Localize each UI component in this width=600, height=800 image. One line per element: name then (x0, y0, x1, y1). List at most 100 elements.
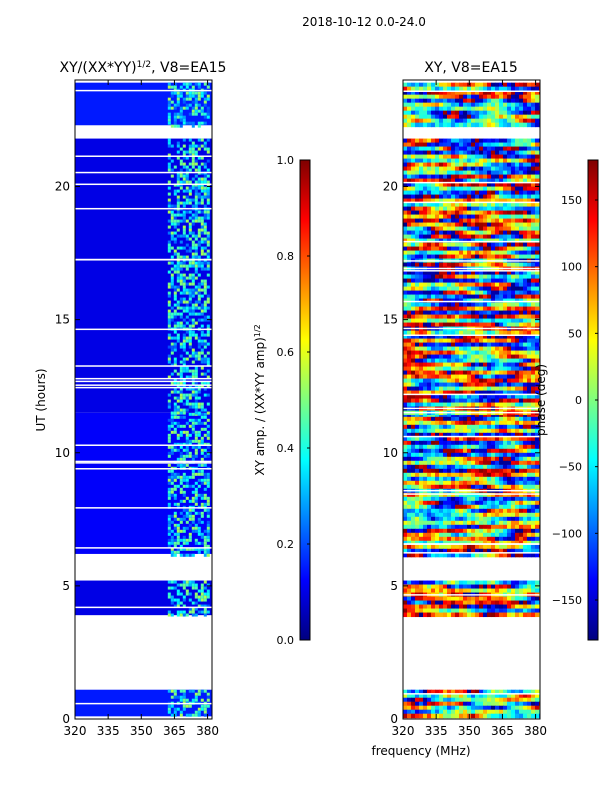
heatmap-cell (188, 222, 192, 226)
heatmap-cell (475, 588, 480, 594)
heatmap-cell (439, 198, 444, 204)
heatmap-cell (531, 596, 536, 602)
heatmap-cell (535, 701, 540, 707)
heatmap-cell (407, 178, 412, 184)
heatmap-cell (191, 457, 195, 461)
heatmap-cell (167, 97, 171, 101)
heatmap-cell (535, 492, 540, 498)
heatmap-cell (523, 500, 528, 506)
heatmap-cell (182, 97, 186, 101)
heatmap-cell (467, 536, 472, 542)
heatmap-cell (451, 150, 456, 156)
heatmap-cell (191, 469, 195, 473)
heatmap-cell (167, 523, 171, 527)
heatmap-cell (407, 186, 412, 192)
heatmap-cell (507, 302, 512, 308)
heatmap-cell (431, 689, 436, 695)
heatmap-cell (467, 150, 472, 156)
heatmap-cell (479, 588, 484, 594)
heatmap-cell (467, 588, 472, 594)
heatmap-cell (439, 580, 444, 586)
heatmap-cell (463, 480, 468, 486)
heatmap-cell (459, 532, 464, 538)
heatmap-cell (507, 588, 512, 594)
heatmap-cell (487, 170, 492, 176)
heatmap-cell (475, 448, 480, 454)
heatmap-cell (507, 580, 512, 586)
heatmap-cell (503, 310, 508, 316)
heatmap-cell (403, 420, 408, 426)
heatmap-cell (511, 512, 516, 518)
heatmap-cell (455, 456, 460, 462)
heatmap-cell (167, 121, 171, 125)
heatmap-cell (515, 516, 520, 522)
heatmap-cell (170, 713, 174, 717)
heatmap-cell (435, 318, 440, 324)
heatmap-cell (206, 333, 210, 337)
heatmap-cell (435, 540, 440, 546)
heatmap-cell (495, 496, 500, 502)
heatmap-cell (475, 234, 480, 240)
heatmap-cell (495, 274, 500, 280)
heatmap-cell (188, 535, 192, 539)
heatmap-cell (419, 282, 424, 288)
heatmap-cell (194, 357, 198, 361)
heatmap-cell (439, 270, 444, 276)
heatmap-cell (197, 85, 201, 89)
heatmap-cell (435, 508, 440, 514)
heatmap-cell (188, 138, 192, 142)
heatmap-cell (176, 424, 180, 428)
heatmap-cell (467, 174, 472, 180)
heatmap-cell (511, 440, 516, 446)
heatmap-cell (435, 314, 440, 320)
heatmap-cell (194, 396, 198, 400)
heatmap-cell (194, 159, 198, 163)
heatmap-cell (191, 109, 195, 113)
heatmap-cell (167, 243, 171, 247)
heatmap-cell (427, 496, 432, 502)
heatmap-cell (459, 456, 464, 462)
heatmap-cell (182, 508, 186, 512)
heatmap-cell (197, 282, 201, 286)
heatmap-cell (170, 237, 174, 241)
heatmap-cell (176, 100, 180, 104)
heatmap-cell (475, 166, 480, 172)
heatmap-cell (535, 154, 540, 160)
heatmap-cell (491, 713, 496, 719)
heatmap-cell (459, 544, 464, 550)
heatmap-cell (403, 198, 408, 204)
heatmap-cell (435, 500, 440, 506)
heatmap-cell (194, 421, 198, 425)
heatmap-cell (507, 512, 512, 518)
heatmap-cell (499, 234, 504, 240)
heatmap-cell (411, 310, 416, 316)
heatmap-cell (419, 536, 424, 542)
heatmap-cell (182, 490, 186, 494)
heatmap-cell (443, 294, 448, 300)
heatmap-cell (535, 314, 540, 320)
heatmap-cell (471, 600, 476, 606)
heatmap-cell (427, 432, 432, 438)
heatmap-cell (527, 294, 532, 300)
heatmap-cell (483, 544, 488, 550)
heatmap-cell (479, 310, 484, 316)
heatmap-cell (179, 213, 183, 217)
flagged-gap (75, 155, 212, 157)
heatmap-cell (176, 279, 180, 283)
heatmap-cell (523, 290, 528, 296)
heatmap-cell (182, 408, 186, 412)
heatmap-cell (423, 472, 428, 478)
heatmap-cell (200, 183, 204, 187)
heatmap-cell (499, 604, 504, 610)
heatmap-cell (411, 460, 416, 466)
heatmap-cell (415, 302, 420, 308)
heatmap-cell (415, 242, 420, 248)
heatmap-cell (495, 282, 500, 288)
heatmap-cell (182, 704, 186, 708)
heatmap-cell (411, 448, 416, 454)
heatmap-cell (475, 600, 480, 606)
heatmap-cell (431, 468, 436, 474)
heatmap-cell (459, 693, 464, 699)
heatmap-cell (435, 608, 440, 614)
heatmap-cell (200, 511, 204, 515)
